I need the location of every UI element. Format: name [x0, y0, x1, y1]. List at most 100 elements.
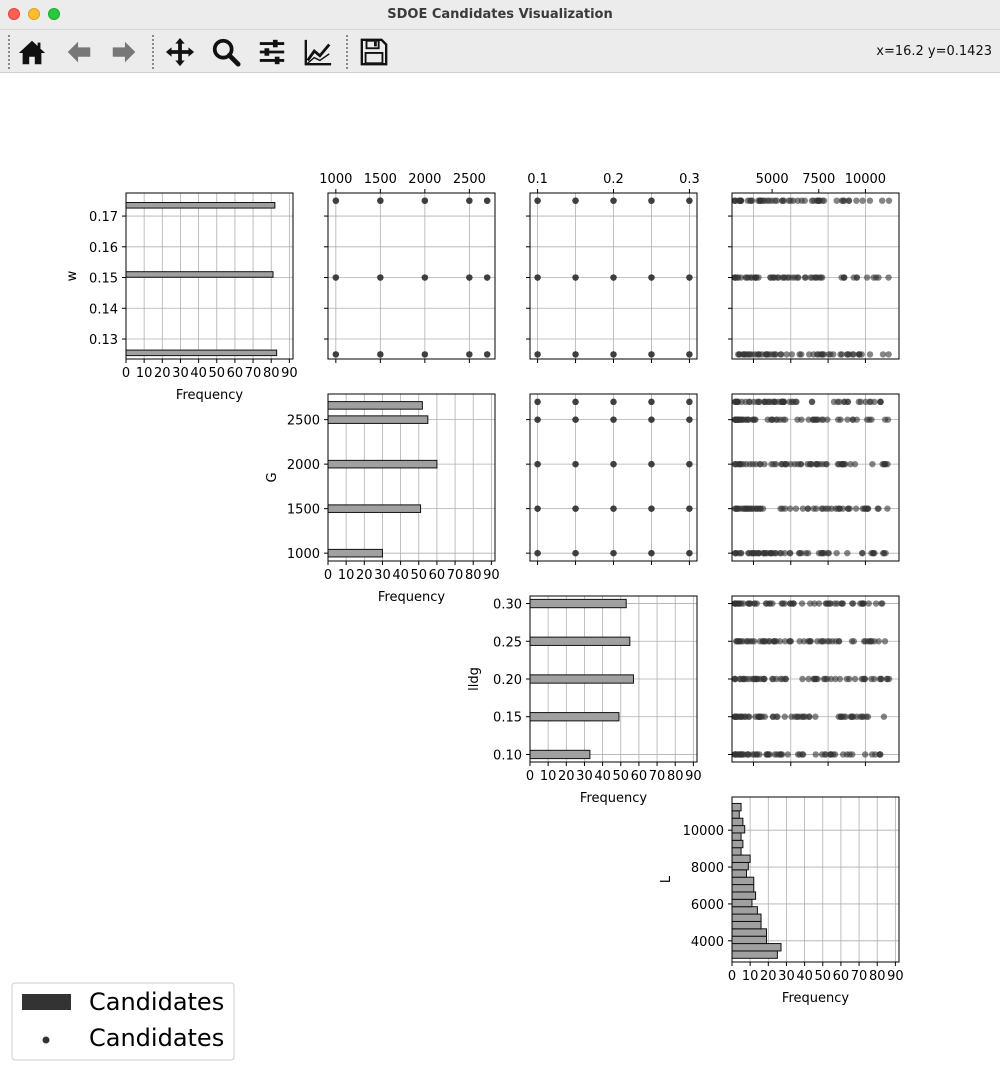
histogram-bar — [732, 833, 741, 840]
histogram-G: 0 10 20 30 40 50 60 70 80 90Frequency100015002000… — [265, 394, 500, 605]
x-tick-label: 40 — [392, 568, 409, 583]
scatter-point — [749, 351, 755, 357]
legend-label: Candidates — [89, 988, 224, 1016]
scatter-point — [484, 197, 490, 203]
scatter-point — [813, 751, 819, 757]
top-tick-label: 0.1 — [527, 172, 548, 187]
scatter-point — [753, 676, 759, 682]
cursor-coordinates: x=16.2 y=0.1423 — [876, 44, 992, 59]
x-tick-label: 90 — [281, 366, 298, 381]
save-button[interactable] — [356, 34, 392, 70]
x-tick-label: 50 — [208, 366, 225, 381]
scatter-point — [844, 751, 850, 757]
scatter-point — [809, 399, 815, 405]
scatter-point — [648, 351, 654, 357]
scatter-point — [795, 274, 801, 280]
scatter-point — [534, 461, 540, 467]
back-button[interactable] — [61, 34, 97, 70]
scatter-point — [859, 676, 865, 682]
scatter-point — [840, 197, 846, 203]
scatter-point — [751, 550, 757, 556]
x-tick-label: 70 — [649, 769, 666, 784]
scatter-point — [802, 274, 808, 280]
toolbar: x=16.2 y=0.1423 — [0, 30, 1000, 73]
legend-patch — [22, 994, 71, 1010]
pair-plot-figure[interactable]: 0 10 20 30 40 50 60 70 80 90Frequency0.130.140.15… — [0, 73, 1000, 1074]
scatter-point — [760, 197, 766, 203]
scatter-point — [875, 505, 881, 511]
scatter-point — [484, 274, 490, 280]
scatter-point — [769, 676, 775, 682]
scatter-point — [782, 461, 788, 467]
scatter-point — [885, 274, 891, 280]
scatter-point — [648, 505, 654, 511]
scatter-point — [862, 751, 868, 757]
forward-button[interactable] — [106, 34, 142, 70]
scatter-point — [752, 714, 758, 720]
customize-button[interactable] — [300, 34, 336, 70]
scatter-L-vs-w: 5000 7500 10000 — [728, 172, 899, 363]
scatter-point — [787, 600, 793, 606]
subplots-button[interactable] — [254, 34, 290, 70]
scatter-point — [377, 197, 383, 203]
scatter-point — [801, 638, 807, 644]
scatter-point — [610, 505, 616, 511]
scatter-point — [825, 600, 831, 606]
histogram-bar — [732, 862, 748, 869]
scatter-point — [853, 505, 859, 511]
x-tick-label: 50 — [814, 969, 831, 984]
home-button[interactable] — [14, 34, 50, 70]
x-tick-label: 10 — [742, 969, 759, 984]
histogram-bar — [732, 929, 766, 936]
x-tick-label: 70 — [447, 568, 464, 583]
scatter-point — [840, 600, 846, 606]
scatter-point — [853, 274, 859, 280]
toolbar-separator — [8, 35, 10, 69]
scatter-point — [880, 550, 886, 556]
scatter-point — [610, 461, 616, 467]
scatter-point — [871, 550, 877, 556]
legend-label: Candidates — [89, 1024, 224, 1052]
scatter-L-vs-lldg — [728, 596, 899, 766]
scatter-point — [765, 351, 771, 357]
scatter-point — [802, 197, 808, 203]
y-tick-label: 0.14 — [89, 302, 118, 317]
scatter-point — [825, 550, 831, 556]
x-tick-label: 10 — [136, 366, 153, 381]
scatter-point — [844, 416, 850, 422]
scatter-point — [756, 399, 762, 405]
y-axis-label: w — [65, 270, 80, 281]
scatter-L-vs-G — [728, 394, 899, 565]
scatter-point — [422, 351, 428, 357]
scatter-point — [782, 714, 788, 720]
scatter-point — [534, 550, 540, 556]
zoom-button[interactable] — [208, 34, 244, 70]
scatter-point — [610, 550, 616, 556]
scatter-point — [828, 751, 834, 757]
scatter-point — [799, 676, 805, 682]
histogram-bar — [530, 750, 590, 758]
legend: Candidates Candidates — [12, 983, 234, 1060]
histogram-bar — [732, 855, 750, 862]
pan-button[interactable] — [162, 34, 198, 70]
y-tick-label: 8000 — [691, 861, 724, 876]
scatter-point — [808, 638, 814, 644]
scatter-point — [761, 676, 767, 682]
scatter-point — [850, 351, 856, 357]
x-tick-label: 80 — [263, 366, 280, 381]
magnifier-icon — [211, 37, 241, 67]
scatter-point — [864, 505, 870, 511]
scatter-point — [884, 505, 890, 511]
top-tick-label: 7500 — [802, 172, 835, 187]
window-title: SDOE Candidates Visualization — [0, 7, 1000, 22]
scatter-point — [833, 550, 839, 556]
scatter-point — [732, 416, 738, 422]
scatter-point — [738, 714, 744, 720]
y-tick-label: 0.13 — [89, 333, 118, 348]
histogram-bar — [328, 416, 428, 424]
histogram-lldg: 0 10 20 30 40 50 60 70 80 90Frequency0.100.150.20… — [467, 596, 702, 806]
scatter-point — [466, 274, 472, 280]
scatter-point — [686, 274, 692, 280]
scatter-point — [748, 197, 754, 203]
scatter-point — [823, 461, 829, 467]
